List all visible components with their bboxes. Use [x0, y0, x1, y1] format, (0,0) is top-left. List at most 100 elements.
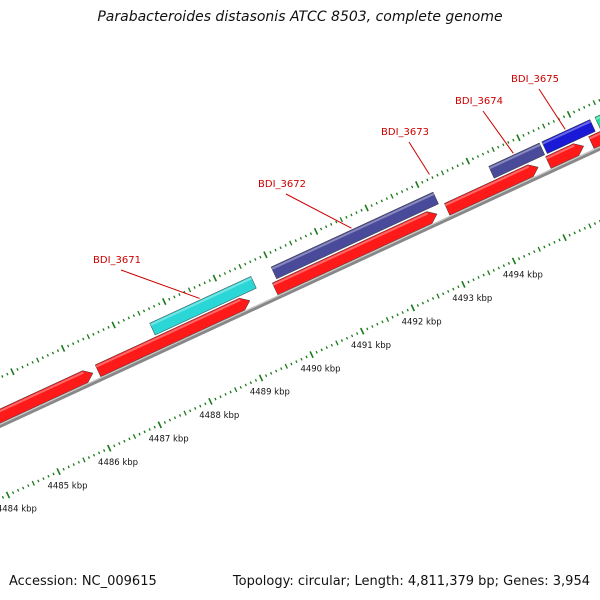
- bottom-tick: [492, 268, 495, 272]
- bottom-tick: [189, 409, 192, 413]
- top-tick: [162, 298, 167, 306]
- bottom-tick: [219, 395, 222, 399]
- top-tick: [421, 180, 424, 184]
- backbone-line: [0, 146, 600, 429]
- gene-bdi-3675-highlight: [542, 120, 592, 145]
- top-tick: [1, 375, 4, 378]
- top-tick: [313, 227, 319, 235]
- bottom-tick: [487, 270, 491, 276]
- bottom-tick: [37, 479, 40, 483]
- bottom-tick: [356, 332, 359, 335]
- gene-label: BDI_3672: [258, 179, 306, 190]
- bottom-tick: [92, 453, 96, 457]
- topology-text: Topology: circular; Length: 4,811,379 bp…: [232, 574, 590, 589]
- top-tick: [355, 211, 358, 215]
- top-tick: [566, 110, 572, 118]
- bottom-tick: [264, 374, 268, 378]
- bottom-tick: [132, 433, 137, 440]
- top-tick: [465, 157, 471, 165]
- top-tick: [208, 279, 211, 282]
- gene-teal: [594, 114, 600, 129]
- bottom-tick: [305, 355, 308, 359]
- bottom-tick: [1, 495, 5, 499]
- top-tick: [147, 307, 151, 310]
- bottom-tick: [214, 397, 217, 401]
- scale-label: 4484 kbp: [0, 505, 37, 515]
- top-tick: [127, 316, 130, 320]
- bottom-tick: [275, 369, 278, 373]
- forward-gene: [271, 211, 438, 296]
- gene-bdi-3671-highlight: [150, 277, 253, 326]
- bottom-tick: [360, 327, 365, 335]
- bottom-tick: [568, 233, 571, 237]
- gene-bdi-3672: [270, 191, 439, 280]
- bottom-tick: [168, 418, 172, 422]
- top-tick: [279, 246, 282, 250]
- gene-bdi-3674-highlight: [489, 143, 541, 170]
- top-tick: [471, 157, 475, 161]
- bottom-tick: [138, 432, 141, 436]
- top-tick: [107, 325, 110, 329]
- top-tick: [330, 222, 333, 226]
- top-tick: [178, 293, 181, 296]
- label-leader: [482, 110, 514, 154]
- bottom-tick: [128, 437, 131, 441]
- top-tick: [198, 283, 201, 287]
- top-tick: [152, 304, 156, 308]
- scale-label: 4489 kbp: [250, 388, 290, 398]
- top-tick: [122, 318, 125, 322]
- top-tick: [325, 225, 328, 229]
- gene-bdi-3675: [541, 119, 596, 154]
- top-tick: [390, 193, 394, 199]
- top-tick: [56, 349, 60, 353]
- bottom-tick: [482, 273, 485, 277]
- label-leader: [538, 88, 566, 130]
- bottom-tick: [583, 226, 586, 230]
- bottom-tick: [442, 292, 445, 296]
- bottom-tick: [472, 278, 475, 282]
- scale-label: 4490 kbp: [300, 364, 340, 374]
- bottom-tick: [588, 223, 592, 229]
- top-tick: [41, 356, 44, 360]
- top-tick: [117, 321, 120, 325]
- bottom-tick: [320, 348, 323, 352]
- bottom-tick: [315, 350, 318, 354]
- gene-bdi-3671: [149, 276, 257, 336]
- bottom-tick: [258, 374, 264, 382]
- top-tick: [532, 129, 535, 133]
- bottom-tick: [254, 378, 258, 382]
- scale-label: 4485 kbp: [47, 481, 87, 491]
- gene-label: BDI_3671: [93, 255, 141, 266]
- bottom-tick: [47, 474, 50, 478]
- bottom-tick: [173, 416, 177, 420]
- top-tick: [456, 164, 459, 168]
- top-tick: [218, 274, 222, 278]
- bottom-tick: [461, 280, 466, 288]
- bottom-tick: [224, 392, 227, 396]
- bottom-tick: [381, 320, 384, 324]
- bottom-tick: [208, 397, 213, 405]
- top-tick: [562, 115, 566, 119]
- top-tick: [173, 295, 176, 299]
- top-tick: [491, 146, 495, 153]
- backbone-line: [0, 146, 600, 429]
- top-tick: [238, 263, 242, 270]
- top-tick: [486, 150, 490, 154]
- bottom-tick: [502, 264, 505, 268]
- top-tick: [304, 234, 308, 238]
- top-tick: [263, 251, 268, 259]
- forward-gene-highlight: [272, 212, 428, 286]
- top-tick: [284, 243, 287, 247]
- bottom-tick: [537, 246, 541, 252]
- bottom-tick: [56, 468, 61, 476]
- top-tick: [481, 152, 485, 156]
- scale-label: 4492 kbp: [402, 318, 442, 328]
- bottom-tick: [5, 491, 11, 499]
- top-tick: [385, 197, 388, 201]
- top-tick: [46, 353, 49, 357]
- bottom-tick: [528, 252, 531, 256]
- bottom-tick: [457, 285, 460, 289]
- top-tick: [400, 190, 404, 193]
- bottom-tick: [385, 316, 390, 323]
